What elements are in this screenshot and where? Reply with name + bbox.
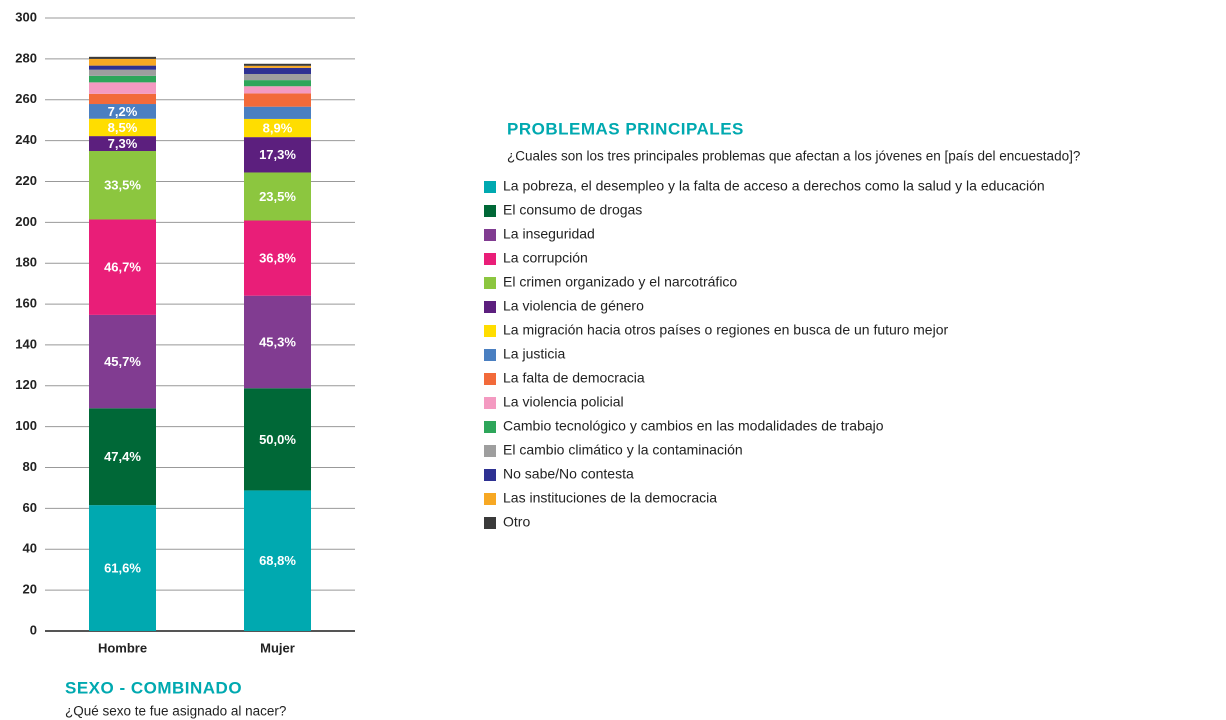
bar-segment <box>244 118 311 138</box>
legend-swatch <box>484 301 496 313</box>
legend-swatch <box>484 205 496 217</box>
y-tick-label: 160 <box>15 296 37 311</box>
y-tick-label: 260 <box>15 91 37 106</box>
legend-swatch <box>484 469 496 481</box>
bar-segment <box>89 75 156 83</box>
value-label: 7,3% <box>108 136 138 151</box>
y-tick-label: 140 <box>15 336 37 351</box>
y-tick-label: 60 <box>23 500 37 515</box>
legend-label: La violencia de género <box>503 298 644 314</box>
bar-segment <box>244 63 311 66</box>
y-tick-label: 0 <box>30 622 37 637</box>
legend-label: La inseguridad <box>503 226 595 242</box>
bar-segment <box>89 136 156 152</box>
value-label: 36,8% <box>259 251 296 266</box>
legend-label: La migración hacia otros países o region… <box>503 322 948 338</box>
bar-segment <box>244 137 311 173</box>
legend-label: El cambio climático y la contaminación <box>503 442 743 458</box>
bar-segment <box>89 118 156 137</box>
value-label: 8,5% <box>108 120 138 135</box>
y-tick-label: 100 <box>15 418 37 433</box>
value-label: 61,6% <box>104 561 141 576</box>
legend-title: PROBLEMAS PRINCIPALES <box>507 119 744 138</box>
legend-swatch <box>484 181 496 193</box>
y-tick-label: 20 <box>23 582 37 597</box>
chart-subtitle: ¿Qué sexo te fue asignado al nacer? <box>65 704 286 719</box>
bar-segment <box>89 314 156 409</box>
value-label: 7,2% <box>108 104 138 119</box>
y-tick-label: 220 <box>15 173 37 188</box>
value-label: 8,9% <box>263 120 293 135</box>
y-tick-label: 240 <box>15 132 37 147</box>
y-tick-label: 80 <box>23 459 37 474</box>
legend-label: El crimen organizado y el narcotráfico <box>503 274 737 290</box>
bar-segment <box>244 388 311 491</box>
legend-swatch <box>484 277 496 289</box>
bar-segment <box>244 93 311 107</box>
x-tick-label: Mujer <box>260 640 295 655</box>
bar-segment <box>244 106 311 119</box>
legend-swatch <box>484 253 496 265</box>
legend-label: La justicia <box>503 346 565 362</box>
value-label: 23,5% <box>259 189 296 204</box>
bar-segment <box>89 69 156 76</box>
bar-segment <box>244 490 311 631</box>
bar-segment <box>89 408 156 506</box>
value-label: 46,7% <box>104 260 141 275</box>
legend-label: Otro <box>503 514 530 530</box>
bar-segment <box>244 220 311 296</box>
bar-segment <box>89 56 156 59</box>
bar-segment <box>89 82 156 94</box>
bar-segment <box>244 295 311 389</box>
bar-segment <box>244 67 311 74</box>
legend-swatch <box>484 373 496 385</box>
legend-label: La pobreza, el desempleo y la falta de a… <box>503 178 1045 194</box>
bar-segment <box>244 73 311 81</box>
bar-segment <box>89 65 156 70</box>
value-label: 68,8% <box>259 553 296 568</box>
value-label: 17,3% <box>259 147 296 162</box>
legend-label: Las instituciones de la democracia <box>503 490 717 506</box>
bar-segment <box>244 172 311 221</box>
value-label: 45,7% <box>104 354 141 369</box>
legend-swatch <box>484 229 496 241</box>
bar-segment <box>244 86 311 94</box>
legend-swatch <box>484 397 496 409</box>
y-tick-label: 40 <box>23 541 37 556</box>
bar-segment <box>89 93 156 105</box>
y-tick-label: 200 <box>15 214 37 229</box>
y-tick-label: 120 <box>15 377 37 392</box>
value-label: 33,5% <box>104 178 141 193</box>
bar-segment <box>244 80 311 87</box>
chart-title: SEXO - COMBINADO <box>65 678 242 697</box>
bar-segment <box>89 58 156 66</box>
legend-label: Cambio tecnológico y cambios en las moda… <box>503 418 884 434</box>
legend-swatch <box>484 421 496 433</box>
legend-swatch <box>484 349 496 361</box>
legend-label: No sabe/No contesta <box>503 466 634 482</box>
bar-segment <box>89 219 156 315</box>
x-tick-label: Hombre <box>98 640 147 655</box>
value-label: 45,3% <box>259 334 296 349</box>
legend-subtitle: ¿Cuales son los tres principales problem… <box>507 149 1080 164</box>
legend-swatch <box>484 493 496 505</box>
legend-swatch <box>484 517 496 529</box>
bar-segment <box>89 505 156 631</box>
legend-label: La corrupción <box>503 250 588 266</box>
y-tick-label: 300 <box>15 9 37 24</box>
legend-label: La falta de democracia <box>503 370 645 386</box>
value-label: 50,0% <box>259 432 296 447</box>
bar-segment <box>89 104 156 119</box>
y-tick-label: 280 <box>15 50 37 65</box>
legend-label: El consumo de drogas <box>503 202 642 218</box>
y-tick-label: 180 <box>15 255 37 270</box>
legend-swatch <box>484 325 496 337</box>
bar-segment <box>89 151 156 220</box>
bar-segment <box>244 65 311 68</box>
legend-swatch <box>484 445 496 457</box>
legend-label: La violencia policial <box>503 394 624 410</box>
value-label: 47,4% <box>104 449 141 464</box>
